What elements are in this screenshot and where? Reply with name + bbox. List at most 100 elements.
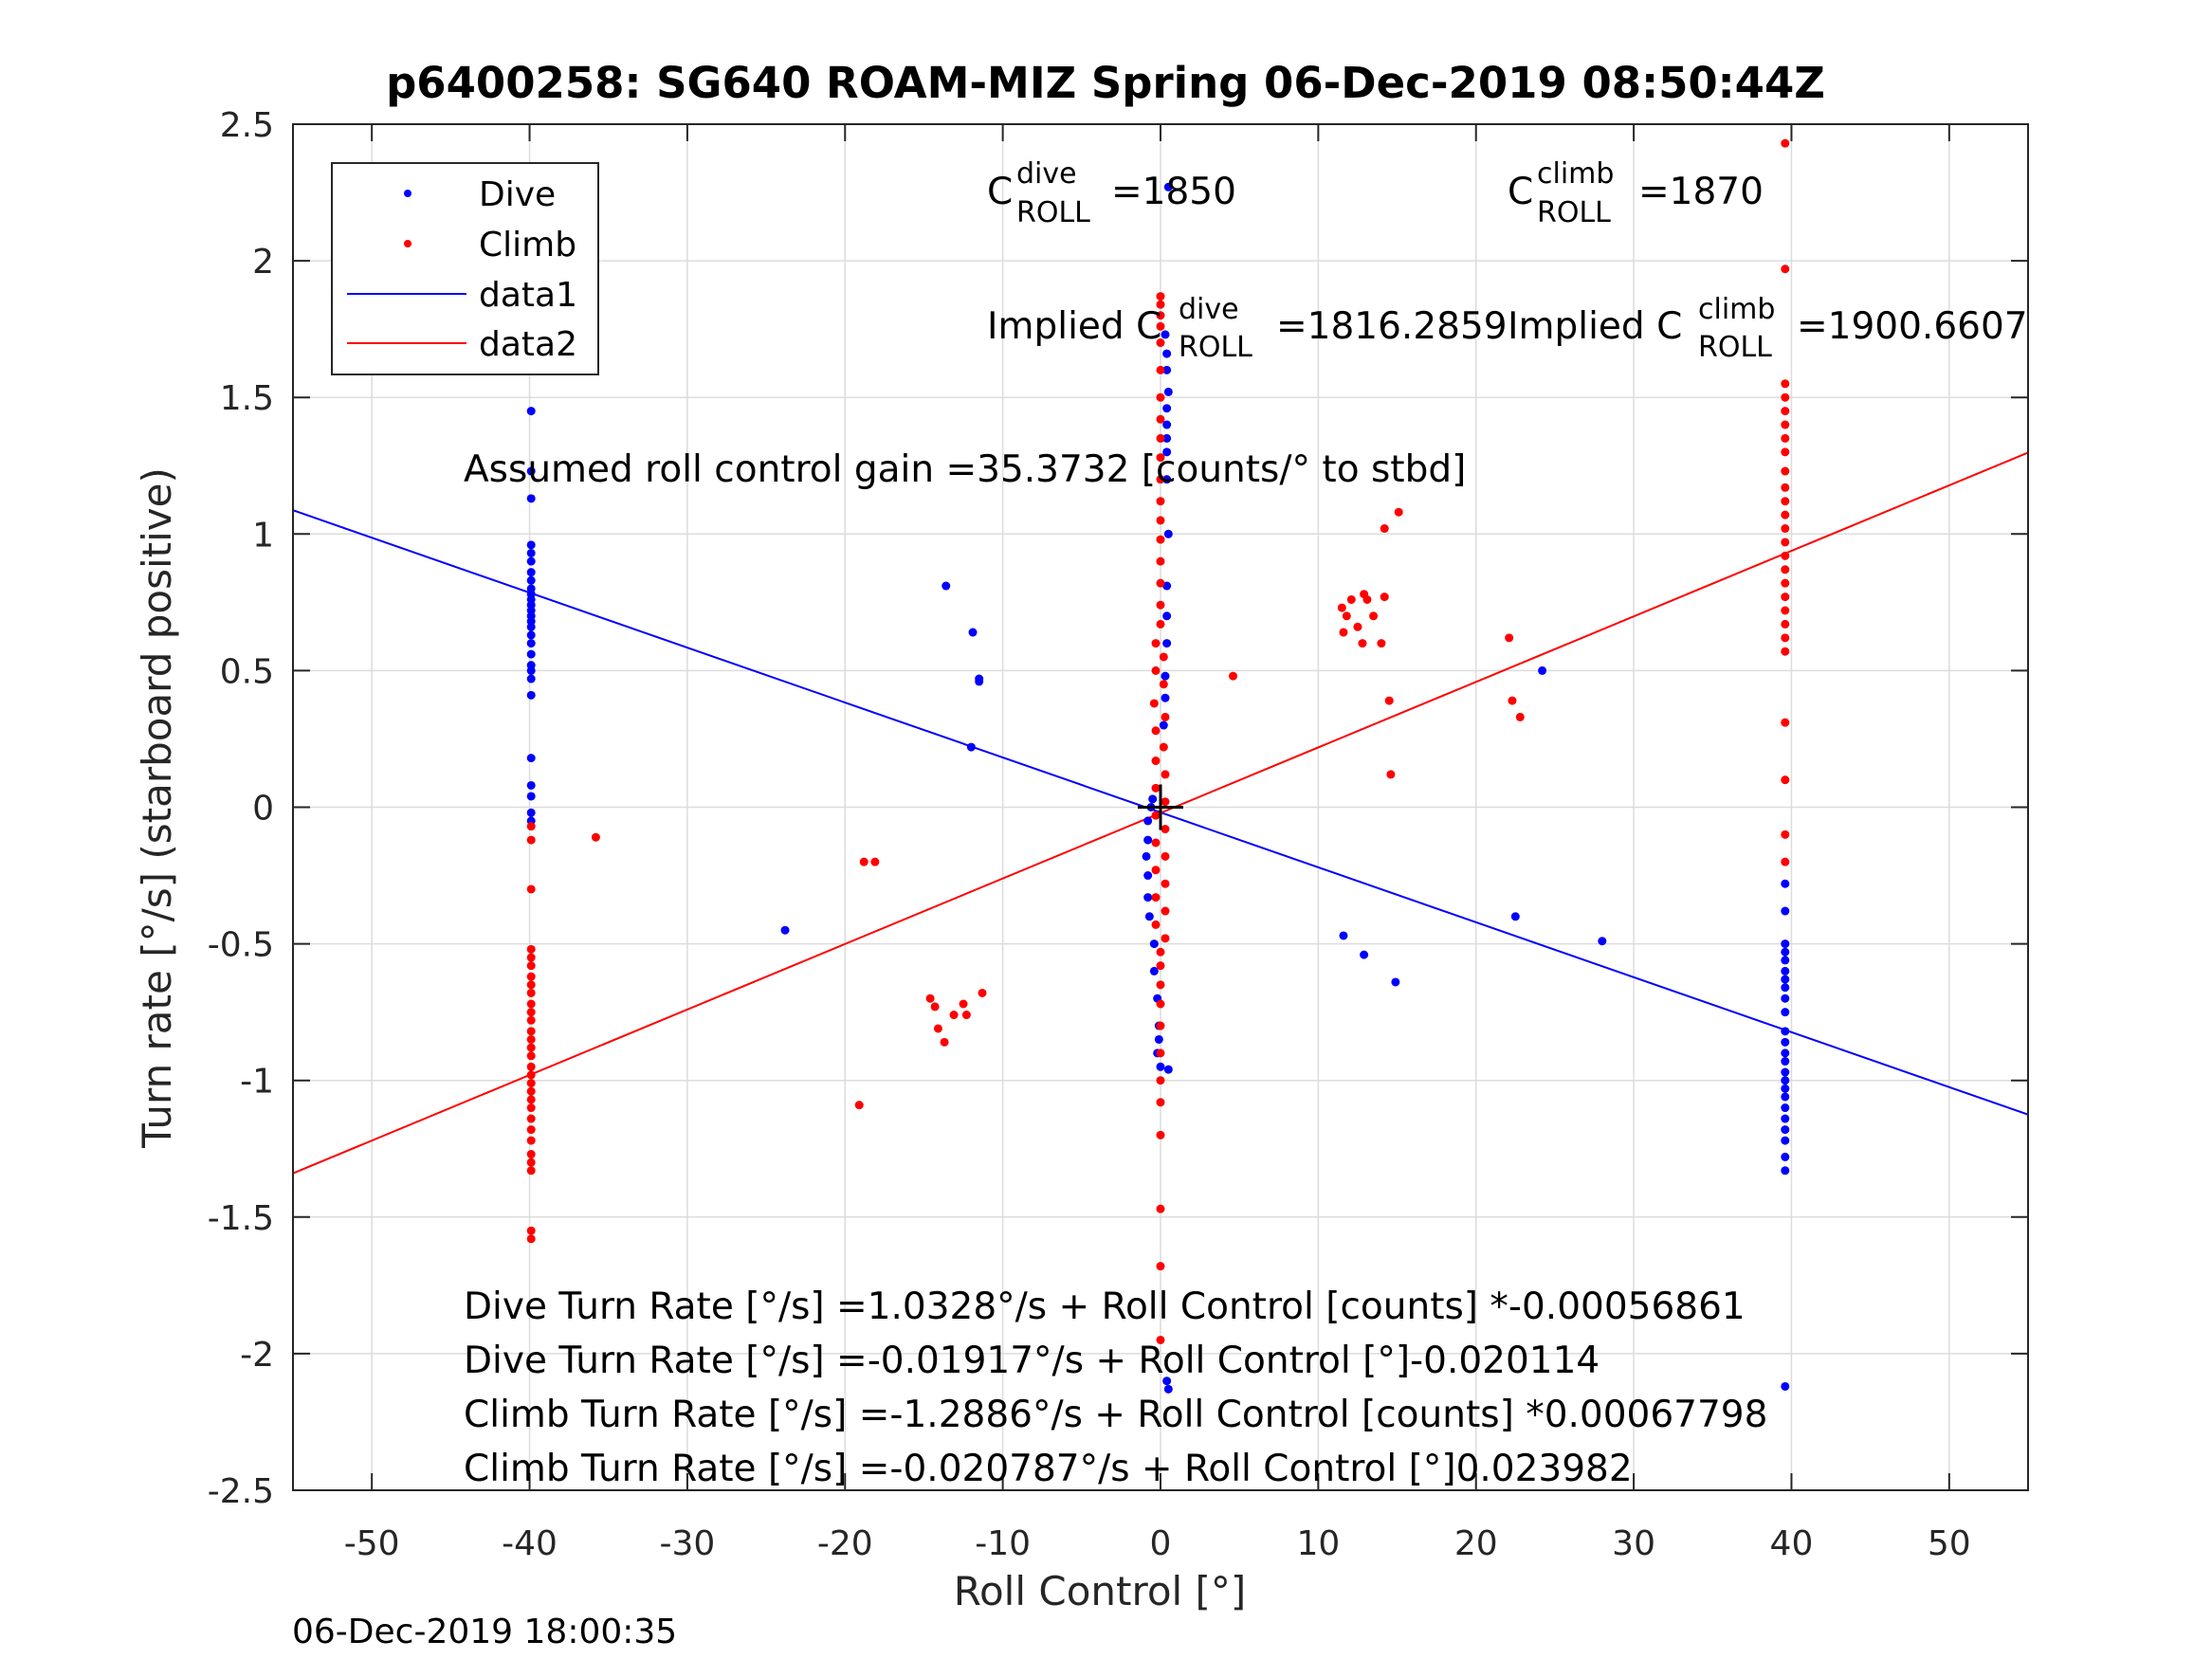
climb-point — [1337, 603, 1346, 612]
dive-point — [526, 639, 536, 648]
dive-point — [1598, 937, 1607, 946]
x-tick-label: 30 — [1612, 1524, 1655, 1563]
climb-point — [1151, 639, 1161, 648]
climb-point — [1156, 535, 1165, 544]
climb-point — [526, 1114, 536, 1123]
climb-point — [859, 857, 868, 866]
climb-point — [526, 1234, 536, 1244]
dive-point — [1162, 404, 1172, 413]
x-tick-label: 10 — [1296, 1524, 1340, 1563]
climb-point — [1781, 497, 1790, 506]
climb-point — [1156, 365, 1165, 374]
dive-point — [1148, 794, 1158, 804]
climb-point — [526, 835, 536, 845]
annotation-implied-dive-sup: dive — [1179, 293, 1239, 326]
climb-point — [1156, 321, 1165, 331]
climb-point — [1156, 961, 1165, 971]
climb-point — [961, 1011, 971, 1020]
annotation-implied-dive-value: =1816.2859 — [1276, 305, 1508, 348]
dive-point — [1163, 182, 1173, 191]
climb-point — [1151, 866, 1161, 875]
climb-point — [1156, 338, 1165, 348]
dive-point — [1144, 912, 1154, 921]
climb-point — [1781, 647, 1790, 656]
climb-point — [1161, 825, 1170, 834]
climb-point — [1156, 292, 1165, 301]
climb-point — [1156, 453, 1165, 463]
climb-point — [526, 1166, 536, 1176]
dive-point — [1781, 1084, 1790, 1093]
dive-point — [526, 548, 536, 557]
climb-point — [1781, 606, 1790, 615]
dive-point — [1781, 1048, 1790, 1058]
climb-point — [526, 1008, 536, 1017]
climb-point — [1362, 594, 1372, 604]
y-tick-label: 0 — [252, 790, 274, 829]
climb-point — [1369, 611, 1379, 621]
climb-point — [1156, 1204, 1165, 1213]
climb-point — [854, 1101, 864, 1110]
climb-point — [1781, 524, 1790, 534]
climb-point — [1380, 524, 1389, 534]
dive-point — [1163, 1065, 1173, 1074]
climb-point — [1781, 510, 1790, 520]
dive-point — [1156, 1062, 1165, 1071]
dive-point — [1162, 433, 1172, 443]
dive-point — [526, 674, 536, 684]
climb-point — [1151, 920, 1161, 929]
chart-title: p6400258: SG640 ROAM-MIZ Spring 06-Dec-2… — [386, 58, 1825, 108]
dive-point — [1510, 912, 1520, 921]
climb-point — [1156, 497, 1165, 506]
dive-point — [1163, 1384, 1173, 1394]
climb-point — [1156, 556, 1165, 566]
annotation-equation-1: Dive Turn Rate [°/s] =1.0328°/s + Roll C… — [464, 1285, 1746, 1328]
dive-point — [1781, 1152, 1790, 1161]
climb-point — [1151, 757, 1161, 766]
climb-point — [526, 1079, 536, 1088]
dive-point — [1781, 1103, 1790, 1113]
dive-point — [1781, 975, 1790, 984]
dive-point — [1149, 966, 1159, 975]
dive-point — [1162, 611, 1172, 621]
dive-point — [1163, 387, 1173, 396]
dive-point — [1781, 1076, 1790, 1085]
climb-point — [1151, 665, 1161, 675]
climb-point — [526, 1086, 536, 1096]
annotation-implied-dive: Implied C dive ROLL =1816.2859 — [987, 293, 1508, 364]
y-axis-label: Turn rate [°/s] (starboard positive) — [134, 467, 180, 1149]
dive-point — [1781, 1166, 1790, 1176]
annotation-implied-climb-sup: climb — [1698, 293, 1775, 326]
legend: Dive Climb data1 data2 — [331, 162, 599, 375]
dive-point — [526, 780, 536, 790]
climb-point — [526, 1027, 536, 1036]
annotation-equation-3: Climb Turn Rate [°/s] =-1.2886°/s + Roll… — [464, 1394, 1767, 1436]
annotation-c-climb-main: C — [1508, 171, 1533, 213]
dive-point — [975, 677, 984, 686]
dive-point — [526, 690, 536, 700]
dive-point — [526, 556, 536, 566]
climb-point — [1151, 726, 1161, 736]
dive-point — [1781, 906, 1790, 916]
y-tick-label: -1.5 — [208, 1199, 274, 1238]
dive-point — [1781, 1125, 1790, 1135]
annotation-c-climb-sup: climb — [1537, 157, 1614, 191]
y-tick-label: 1.5 — [220, 379, 274, 418]
climb-point — [526, 1226, 536, 1235]
climb-point — [933, 1024, 942, 1033]
climb-point — [1151, 893, 1161, 902]
climb-point — [526, 1070, 536, 1080]
climb-point — [526, 953, 536, 962]
x-tick-label: -40 — [502, 1524, 558, 1563]
climb-point — [949, 1011, 959, 1020]
dive-point — [1162, 639, 1172, 648]
climb-point — [526, 980, 536, 990]
y-tick-label: -2 — [240, 1336, 274, 1375]
climb-point — [1156, 1021, 1165, 1030]
legend-label-dive: Dive — [479, 175, 556, 214]
annotation-c-dive-main: C — [987, 171, 1013, 213]
annotation-implied-climb-prefix: Implied C — [1508, 305, 1682, 348]
climb-point — [1781, 466, 1790, 476]
climb-point — [1781, 830, 1790, 839]
x-tick-label: -20 — [817, 1524, 873, 1563]
